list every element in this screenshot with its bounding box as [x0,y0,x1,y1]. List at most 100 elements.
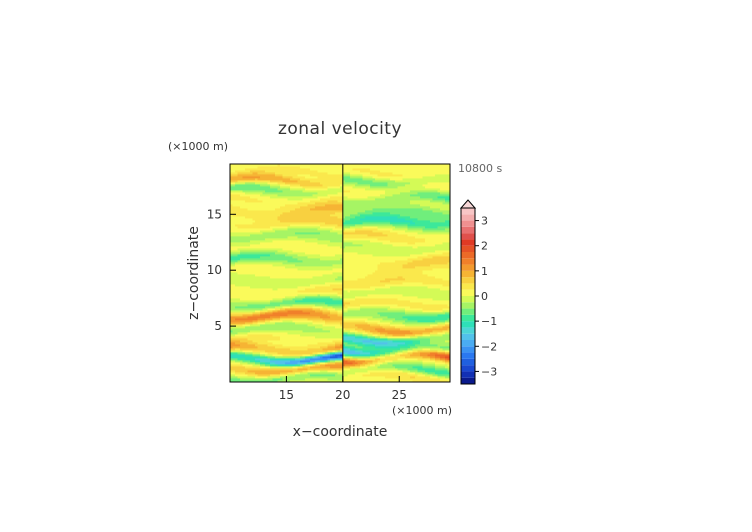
heatmap-cell [287,236,298,239]
heatmap-cell [360,352,371,355]
heatmap-cell [377,366,396,369]
heatmap-cell [340,184,343,187]
heatmap-cell [260,312,266,315]
heatmap-cell [230,352,238,355]
heatmap-cell [410,202,443,205]
heatmap-cell [355,346,363,349]
heatmap-cell [335,342,343,345]
heatmap-cell [275,208,296,211]
heatmap-cell [230,358,238,361]
heatmap-cell [375,178,391,181]
heatmap-cell [437,332,446,335]
heatmap-cell [310,374,336,377]
heatmap-cell [355,184,371,187]
heatmap-cell [350,290,450,293]
heatmap-cell [345,228,356,231]
heatmap-cell [305,188,328,191]
heatmap-cell [397,352,403,355]
heatmap-cell [342,220,346,223]
heatmap-cell [380,170,450,173]
heatmap-cell [242,360,251,363]
heatmap-cell [412,380,448,382]
heatmap-cell [407,350,413,353]
heatmap-cell [422,176,450,179]
heatmap-cell [307,204,326,207]
heatmap-cell [230,322,246,325]
heatmap-cell [260,310,268,313]
heatmap-cell [420,352,431,355]
heatmap-cell [410,306,450,309]
heatmap-cell [412,340,421,343]
heatmap-cell [260,362,266,365]
heatmap-cell [442,310,450,313]
x-axis-unit: (×1000 m) [392,404,452,417]
heatmap-cell [360,304,398,307]
heatmap-cell [362,350,381,353]
heatmap-cell [350,174,363,177]
heatmap-cell [237,180,271,183]
heatmap-cell [230,288,273,291]
heatmap-cell [247,316,271,319]
heatmap-cell [342,216,346,219]
heatmap-cell [410,346,418,349]
heatmap-cell [350,330,358,333]
heatmap-cell [340,322,368,325]
heatmap-cell [402,322,438,325]
heatmap-cell [362,334,368,337]
heatmap-cell [230,248,238,251]
heatmap-cell [372,316,388,319]
heatmap-cell [262,308,268,311]
heatmap-cell [317,342,336,345]
heatmap-cell [310,312,323,315]
heatmap-cell [255,360,261,363]
heatmap-cell [237,352,246,355]
heatmap-cell [230,300,271,303]
heatmap-cell [230,324,243,327]
heatmap-cell [405,324,431,327]
heatmap-cell [372,254,411,257]
heatmap-cell [325,204,343,207]
heatmap-cell [375,336,381,339]
heatmap-cell [310,180,343,183]
heatmap-cell [250,330,303,333]
heatmap-cell [387,362,423,365]
heatmap-cell [312,354,316,357]
heatmap-cell [320,370,328,373]
heatmap-cell [405,312,446,315]
heatmap-cell [332,228,343,231]
heatmap-cell [230,270,376,273]
heatmap-cell [320,226,336,229]
heatmap-cell [447,370,450,373]
colorbar-swatch [461,258,475,265]
heatmap-cell [340,324,343,327]
heatmap-cell [280,374,288,377]
colorbar-swatch [461,283,475,290]
heatmap-cell [320,360,326,363]
heatmap-cell [372,230,391,233]
heatmap-cell [385,278,406,281]
heatmap-cell [305,364,308,367]
heatmap-cell [365,216,398,219]
heatmap-cell [377,312,406,315]
heatmap-cell [247,332,288,335]
heatmap-cell [392,320,406,323]
heatmap-cell [287,226,321,229]
heatmap-cell [247,304,281,307]
heatmap-cell [342,360,348,363]
heatmap-cell [322,328,343,331]
heatmap-cell [345,328,356,331]
heatmap-cell [240,348,291,351]
colorbar-swatch [461,371,475,378]
heatmap-cell [260,356,268,359]
heatmap-cell [370,286,391,289]
heatmap-cell [367,294,403,297]
heatmap-cell [270,184,281,187]
heatmap-cell [442,278,450,281]
heatmap-cell [390,352,396,355]
heatmap-cell [255,310,261,313]
heatmap-cell [307,324,323,327]
heatmap-cell [245,322,253,325]
heatmap-cell [317,238,343,241]
heatmap-cell [287,314,328,317]
heatmap-cell [275,356,301,359]
